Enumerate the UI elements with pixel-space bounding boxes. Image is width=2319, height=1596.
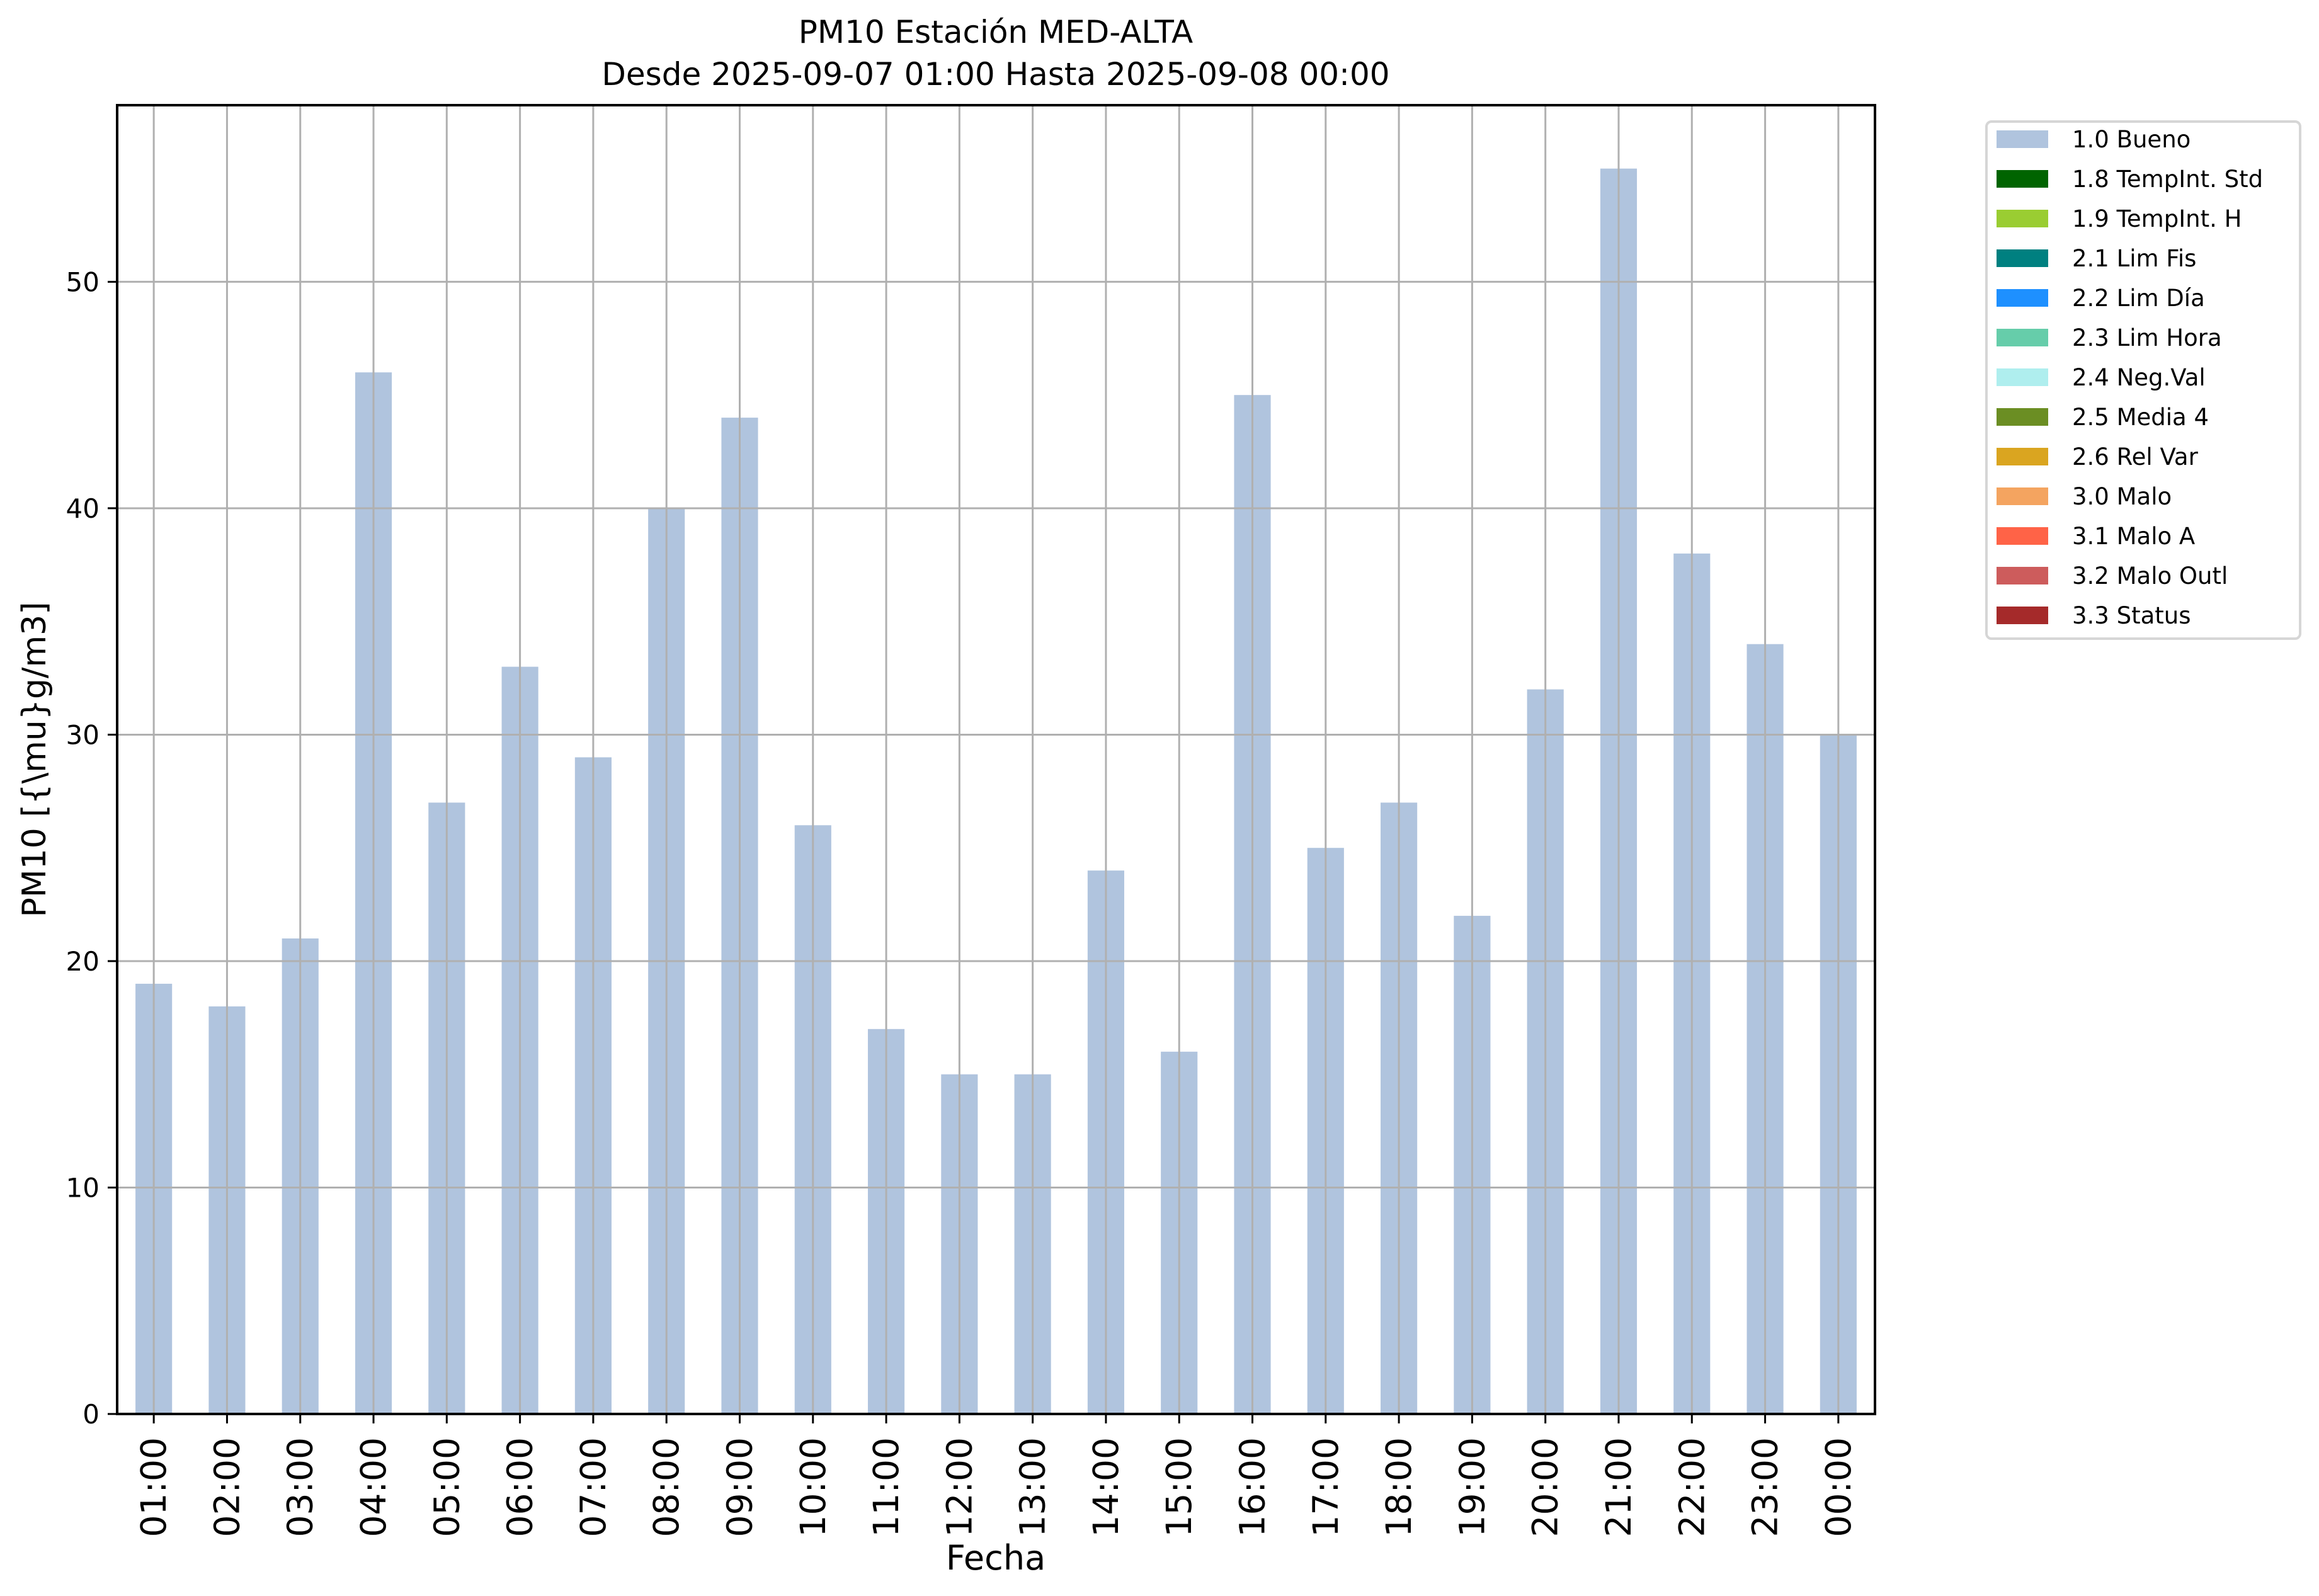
x-tick-label: 23:00 [1745, 1437, 1786, 1537]
legend: 1.0 Bueno 1.8 TempInt. Std 1.9 TempInt. H 2… [1985, 120, 2301, 640]
y-axis-ticks: 0 10 20 30 40 50 [66, 266, 117, 1430]
legend-label: 3.3 Status [2072, 602, 2191, 629]
x-tick-label: 19:00 [1452, 1437, 1492, 1537]
legend-label: 1.9 TempInt. H [2072, 205, 2242, 232]
legend-swatch [1997, 607, 2048, 624]
legend-label: 3.2 Malo Outl [2072, 562, 2228, 590]
legend-label: 3.1 Malo A [2072, 523, 2195, 550]
y-tick-label: 40 [66, 493, 100, 524]
x-tick-label: 13:00 [1013, 1437, 1053, 1537]
legend-frame [1985, 120, 2301, 640]
legend-swatch [1997, 448, 2048, 465]
x-tick-label: 03:00 [280, 1437, 321, 1537]
x-tick-label: 01:00 [134, 1437, 174, 1537]
x-tick-label: 09:00 [719, 1437, 760, 1537]
x-axis-ticks: 01:00 02:00 03:00 04:00 05:00 06:00 07:00 08:00… [134, 1414, 1859, 1537]
legend-label: 2.2 Lim Día [2072, 285, 2205, 312]
legend-label: 2.1 Lim Fis [2072, 245, 2196, 272]
grid-group [117, 105, 1875, 1415]
x-tick-label: 20:00 [1525, 1437, 1566, 1537]
x-tick-label: 02:00 [207, 1437, 247, 1537]
legend-swatch [1997, 408, 2048, 426]
x-tick-label: 22:00 [1672, 1437, 1712, 1537]
legend-label: 1.0 Bueno [2072, 126, 2191, 153]
x-tick-label: 21:00 [1598, 1437, 1639, 1537]
x-tick-label: 14:00 [1086, 1437, 1126, 1537]
x-tick-label: 06:00 [500, 1437, 540, 1537]
legend-swatch [1997, 210, 2048, 227]
legend-swatch [1997, 170, 2048, 188]
legend-swatch [1997, 567, 2048, 584]
y-tick-label: 50 [66, 266, 100, 297]
x-tick-label: 04:00 [353, 1437, 394, 1537]
legend-swatch [1997, 249, 2048, 267]
legend-label: 2.6 Rel Var [2072, 443, 2199, 470]
y-tick-label: 20 [66, 946, 100, 977]
x-tick-label: 07:00 [573, 1437, 613, 1537]
y-tick-label: 10 [66, 1172, 100, 1203]
x-tick-label: 08:00 [646, 1437, 687, 1537]
legend-swatch [1997, 487, 2048, 505]
x-tick-label: 16:00 [1233, 1437, 1273, 1537]
y-axis-label: PM10 [{\mu}g/m3] [16, 601, 54, 917]
x-tick-label: 05:00 [426, 1437, 467, 1537]
legend-label: 2.5 Media 4 [2072, 404, 2209, 431]
y-tick-label: 0 [83, 1399, 100, 1430]
x-tick-label: 18:00 [1379, 1437, 1419, 1537]
chart-title: PM10 Estación MED-ALTA [799, 14, 1193, 50]
legend-swatch [1997, 130, 2048, 148]
legend-label: 1.8 TempInt. Std [2072, 166, 2263, 193]
x-tick-label: 00:00 [1818, 1437, 1859, 1537]
x-tick-label: 15:00 [1159, 1437, 1199, 1537]
legend-swatch [1997, 368, 2048, 386]
legend-swatch [1997, 527, 2048, 545]
chart-subtitle: Desde 2025-09-07 01:00 Hasta 2025-09-08 … [601, 56, 1389, 93]
x-tick-label: 12:00 [939, 1437, 979, 1537]
x-tick-label: 10:00 [793, 1437, 833, 1537]
legend-label: 2.3 Lim Hora [2072, 324, 2222, 351]
legend-swatch [1997, 289, 2048, 307]
legend-swatch [1997, 329, 2048, 346]
legend-label: 3.0 Malo [2072, 483, 2172, 510]
plot-frame [116, 104, 1876, 1415]
x-tick-label: 11:00 [866, 1437, 906, 1537]
x-tick-label: 17:00 [1306, 1437, 1346, 1537]
legend-label: 2.4 Neg.Val [2072, 364, 2206, 391]
x-axis-label: Fecha [946, 1538, 1046, 1578]
y-tick-label: 30 [66, 719, 100, 750]
